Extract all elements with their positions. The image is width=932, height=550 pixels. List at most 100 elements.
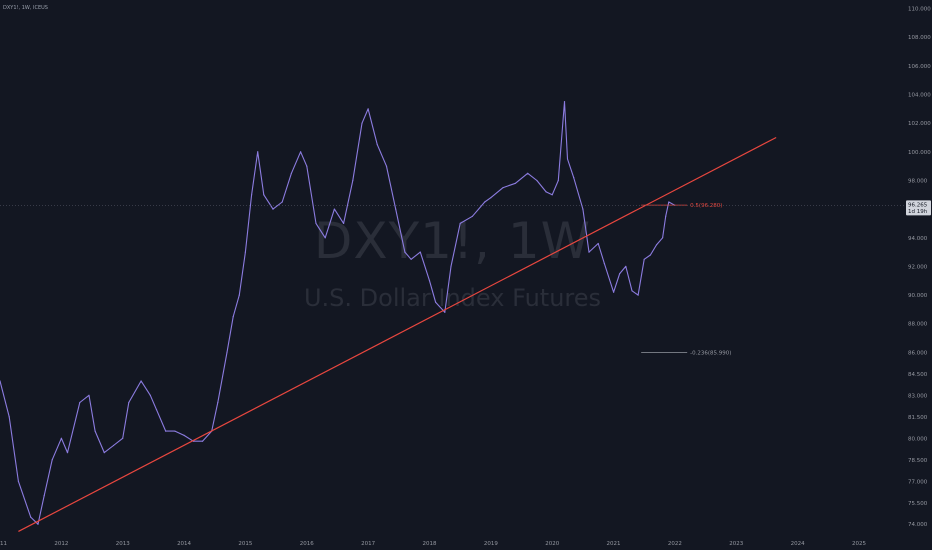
price-point [315,222,317,224]
price-point [226,351,228,353]
price-series-line [0,101,676,525]
price-point [352,179,354,182]
price-point [88,394,90,396]
price-point [459,222,461,224]
y-tick-label: 98.000 [908,178,928,184]
price-point [582,208,584,210]
price-point [30,516,32,518]
x-tick-label: 2017 [361,541,375,547]
price-point [514,182,517,184]
price-point [257,151,259,153]
price-point [619,273,621,275]
fib-level-label: 0.5(96.280) [690,203,722,209]
price-point [183,434,185,436]
price-point [333,208,335,210]
price-point [545,191,547,193]
x-tick-label: 2023 [729,541,743,547]
price-point [613,291,615,293]
price-point [367,108,369,110]
price-point [395,208,397,210]
price-point [419,251,421,253]
price-point [631,290,633,292]
price-point [155,409,158,411]
price-point [428,280,431,282]
price-point [281,201,283,203]
axis-layer: 2011 2012 2013 2014 2015 2016 2017 2018 2019 2020… [0,7,931,547]
price-point [217,401,219,404]
x-tick-label: 2016 [300,541,314,547]
price-point [165,430,167,432]
price-point [140,380,142,382]
series-layer [0,101,676,525]
y-tick-label: 80.000 [908,436,928,442]
price-point [566,158,569,160]
price-point [665,215,667,217]
y-tick-label: 84.500 [908,372,928,378]
price-point [655,244,658,246]
y-tick-label: 100.000 [908,150,931,156]
last-price-value: 96.265 [908,202,928,208]
price-point [94,430,96,432]
price-point [536,179,538,182]
y-tick-label: 74.000 [908,522,928,528]
overlay-layer: 0.5(96.280) -0.236(85.990) [0,136,905,532]
x-tick-label: 2025 [852,541,866,547]
price-point [201,440,204,442]
price-point [8,416,10,418]
y-tick-label: 83.000 [908,393,928,399]
x-tick-label: 2020 [545,541,559,547]
price-point [37,523,39,525]
price-point [51,459,53,461]
price-point [435,301,437,303]
x-tick-label: 2022 [668,541,682,547]
price-point [484,201,486,203]
price-point [385,165,388,167]
price-point [103,452,105,454]
last-price-tag [906,200,931,216]
y-tick-label: 90.000 [908,293,928,299]
price-point [637,294,639,296]
price-point [306,165,308,167]
price-point [603,263,606,265]
x-tick-label: 2018 [422,541,436,547]
y-tick-label: 81.500 [908,415,928,421]
x-tick-label: 2011 [0,541,7,547]
price-point [300,151,302,153]
price-point [573,177,575,179]
x-tick-label: 2015 [238,541,252,547]
price-point [79,401,81,404]
x-tick-label: 2012 [54,541,68,547]
y-tick-label: 88.000 [908,322,928,328]
x-tick-label: 2024 [791,541,805,547]
price-point [527,172,529,174]
price-point [563,101,566,103]
price-point [557,179,559,182]
y-tick-label: 110.000 [908,7,931,13]
price-point [43,495,45,497]
price-point [662,237,664,239]
price-point [0,380,1,382]
price-point [263,194,265,196]
y-tick-label: 94.000 [908,236,928,242]
x-tick-label: 2019 [484,541,498,547]
price-point [17,480,19,482]
y-tick-label: 104.000 [908,93,931,99]
y-tick-label: 108.000 [908,35,931,41]
support-trendline [18,136,777,532]
y-tick-label: 106.000 [908,64,931,70]
price-point [588,251,590,253]
symbol-label: DXY1!, 1W, ICEUS [3,5,48,11]
price-point [174,430,176,432]
price-point [122,437,124,439]
price-point [149,394,151,396]
price-point [272,208,274,210]
price-point [668,201,670,203]
price-point [490,197,492,199]
y-tick-label: 78.500 [908,458,928,464]
y-tick-label: 86.000 [908,350,928,356]
price-point [444,311,446,313]
y-tick-label: 102.000 [908,121,931,127]
price-point [649,254,652,256]
price-point [404,251,406,253]
